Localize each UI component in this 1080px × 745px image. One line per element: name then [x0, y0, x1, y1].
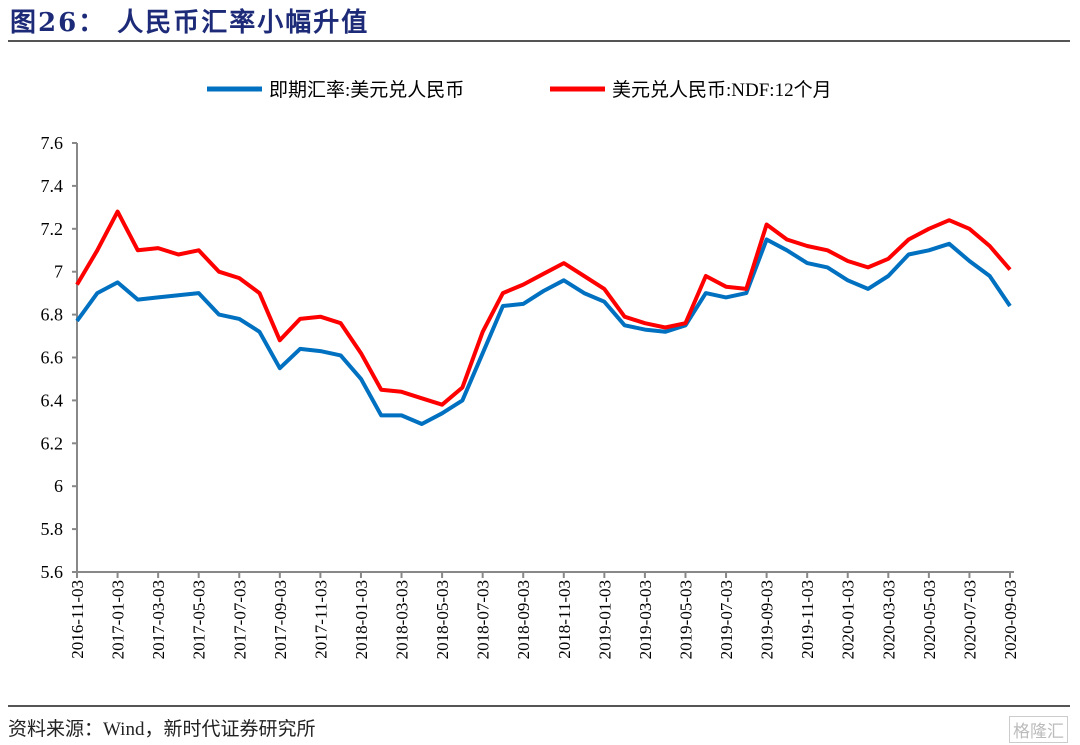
x-tick-label: 2020-07-03	[960, 580, 979, 659]
x-tick-label: 2017-07-03	[230, 580, 249, 659]
x-tick-label: 2018-05-03	[433, 580, 452, 659]
source-note: 资料来源：Wind，新时代证券研究所	[8, 719, 316, 740]
x-tick-label: 2017-05-03	[190, 580, 209, 659]
x-tick-label: 2020-01-03	[839, 580, 858, 659]
x-tick-label: 2018-03-03	[393, 580, 412, 659]
x-tick-label: 2018-01-03	[352, 580, 371, 659]
y-tick-label: 5.6	[41, 562, 64, 582]
x-tick-label: 2017-11-03	[311, 580, 330, 659]
x-tick-label: 2017-03-03	[149, 580, 168, 659]
x-tick-label: 2018-07-03	[474, 580, 493, 659]
y-tick-label: 6.4	[41, 390, 64, 410]
x-tick-label: 2019-03-03	[636, 580, 655, 659]
y-tick-label: 7.4	[41, 176, 64, 196]
y-tick-label: 7.6	[41, 133, 64, 153]
y-tick-label: 6.8	[41, 305, 64, 325]
y-tick-label: 6	[54, 476, 63, 496]
y-tick-label: 6.2	[41, 433, 64, 453]
x-tick-label: 2017-09-03	[271, 580, 290, 659]
x-tick-label: 2018-11-03	[555, 580, 574, 659]
x-tick-label: 2017-01-03	[109, 580, 128, 659]
y-tick-label: 7	[54, 262, 63, 282]
x-tick-label: 2018-09-03	[514, 580, 533, 659]
footer-divider	[8, 705, 1070, 707]
x-tick-label: 2019-05-03	[676, 580, 695, 659]
x-tick-label: 2020-09-03	[1001, 580, 1020, 659]
title-divider	[8, 40, 1070, 42]
legend-label: 即期汇率:美元兑人民币	[269, 79, 464, 101]
legend-label: 美元兑人民币:NDF:12个月	[612, 79, 832, 101]
x-tick-label: 2019-11-03	[798, 580, 817, 659]
chart-title: 图26： 人民币汇率小幅升值	[10, 8, 370, 38]
y-tick-label: 5.8	[41, 519, 64, 539]
x-tick-label: 2019-09-03	[758, 580, 777, 659]
series-line-ndf-12m	[75, 209, 1012, 407]
series-lines	[75, 209, 1012, 426]
x-tick-label: 2020-05-03	[920, 580, 939, 659]
x-tick-label: 2016-11-03	[68, 580, 87, 659]
x-tick-label: 2020-03-03	[879, 580, 898, 659]
watermark-logo: 格隆汇	[1009, 716, 1068, 743]
legend: 即期汇率:美元兑人民币 美元兑人民币:NDF:12个月	[207, 79, 832, 101]
y-tick-label: 7.2	[41, 219, 64, 239]
x-tick-label: 2019-01-03	[595, 580, 614, 659]
x-tick-label: 2019-07-03	[717, 580, 736, 659]
y-tick-label: 6.6	[41, 348, 64, 368]
